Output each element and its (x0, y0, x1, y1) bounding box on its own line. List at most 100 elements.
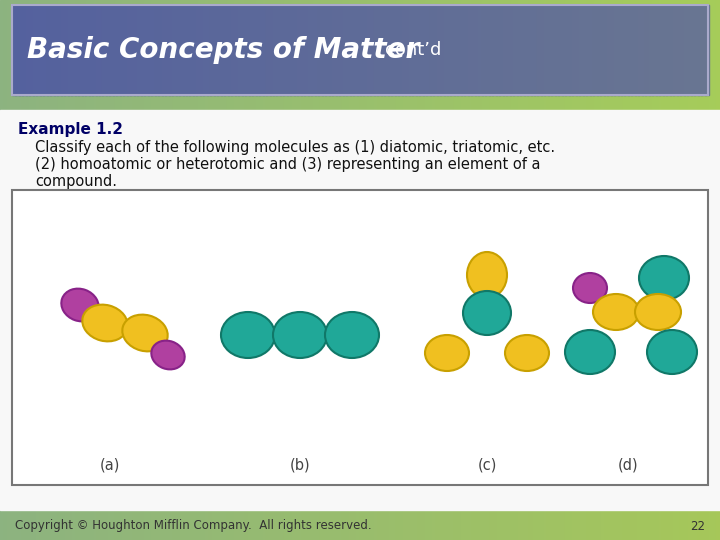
Bar (183, 5, 187, 95)
Bar (569, 0, 573, 110)
Bar (230, 0, 235, 110)
Bar (587, 0, 591, 110)
Bar (508, 510, 512, 540)
Bar (30, 5, 34, 95)
Bar (138, 5, 142, 95)
Bar (269, 5, 274, 95)
Bar (180, 0, 184, 110)
Bar (641, 510, 645, 540)
Bar (496, 5, 500, 95)
Bar (155, 0, 159, 110)
Bar (60, 5, 66, 95)
Bar (551, 0, 555, 110)
Bar (562, 510, 566, 540)
Bar (122, 0, 127, 110)
Bar (381, 5, 385, 95)
Bar (19, 5, 24, 95)
Bar (101, 0, 105, 110)
Bar (29, 510, 33, 540)
Bar (652, 0, 656, 110)
Bar (364, 0, 368, 110)
Bar (548, 5, 552, 95)
Bar (403, 510, 408, 540)
Bar (687, 5, 692, 95)
Bar (137, 510, 141, 540)
Bar (635, 5, 639, 95)
Ellipse shape (565, 330, 615, 374)
Text: (d): (d) (618, 457, 639, 472)
Bar (713, 510, 717, 540)
Bar (677, 0, 681, 110)
Bar (75, 5, 79, 95)
Bar (151, 510, 156, 540)
Bar (630, 510, 634, 540)
Bar (623, 0, 627, 110)
Ellipse shape (573, 273, 607, 303)
Bar (709, 510, 714, 540)
Bar (96, 5, 100, 95)
Bar (94, 0, 98, 110)
Bar (308, 5, 312, 95)
Bar (695, 510, 699, 540)
Bar (486, 510, 490, 540)
Bar (90, 510, 94, 540)
Bar (526, 510, 530, 540)
Bar (324, 0, 328, 110)
Bar (648, 0, 652, 110)
Bar (374, 0, 379, 110)
Bar (612, 0, 616, 110)
Bar (673, 510, 678, 540)
Bar (212, 510, 217, 540)
Bar (119, 0, 123, 110)
Bar (527, 5, 531, 95)
Bar (126, 0, 130, 110)
Bar (12, 5, 708, 95)
Bar (176, 0, 181, 110)
Bar (50, 0, 55, 110)
Bar (234, 0, 238, 110)
Bar (670, 0, 674, 110)
Bar (482, 0, 487, 110)
Bar (529, 510, 534, 540)
Ellipse shape (467, 252, 507, 298)
Bar (419, 5, 423, 95)
Bar (158, 0, 163, 110)
Bar (618, 5, 622, 95)
Bar (280, 5, 284, 95)
Bar (493, 510, 498, 540)
Bar (499, 5, 504, 95)
Bar (11, 510, 15, 540)
Bar (335, 510, 339, 540)
Bar (533, 0, 537, 110)
Bar (468, 5, 472, 95)
Bar (598, 0, 602, 110)
Bar (554, 510, 559, 540)
Bar (518, 510, 523, 540)
Bar (7, 510, 12, 540)
Bar (287, 5, 292, 95)
Bar (576, 510, 580, 540)
Bar (580, 0, 584, 110)
Bar (716, 510, 720, 540)
Bar (547, 0, 552, 110)
Bar (364, 5, 368, 95)
Bar (414, 0, 418, 110)
Bar (7, 0, 12, 110)
Bar (245, 510, 249, 540)
Text: Basic Concepts of Matter: Basic Concepts of Matter (27, 36, 419, 64)
Bar (698, 5, 702, 95)
Bar (36, 510, 40, 540)
Bar (317, 0, 321, 110)
Bar (558, 510, 562, 540)
Bar (433, 5, 438, 95)
Bar (374, 510, 379, 540)
Bar (490, 510, 494, 540)
Bar (50, 5, 55, 95)
Bar (16, 5, 20, 95)
Bar (130, 0, 134, 110)
Bar (144, 510, 148, 540)
Bar (691, 510, 696, 540)
Bar (306, 510, 310, 540)
Bar (367, 5, 372, 95)
Bar (270, 510, 274, 540)
